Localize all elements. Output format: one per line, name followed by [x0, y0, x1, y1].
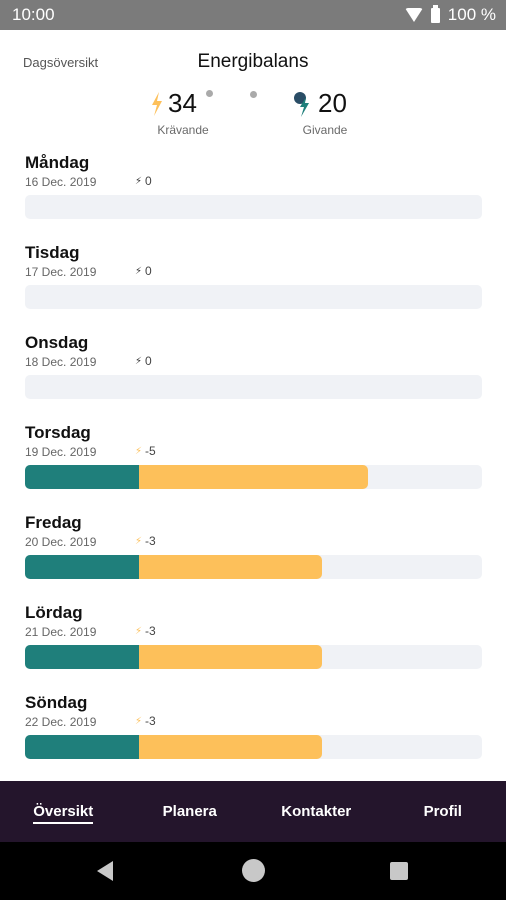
day-row[interactable]: Lördag 21 Dec. 2019 ⚡ -3: [25, 603, 482, 693]
battery-percent: 100 %: [447, 5, 496, 24]
day-date: 20 Dec. 2019: [25, 535, 97, 549]
demanding-bolt-icon: [152, 91, 162, 116]
energy-bar: [25, 735, 482, 759]
day-name: Söndag: [25, 693, 88, 712]
energy-bar: [25, 645, 482, 669]
indicator-dot: [206, 90, 213, 97]
giving-segment: [25, 465, 140, 489]
day-date: 19 Dec. 2019: [25, 445, 97, 459]
back-icon[interactable]: [97, 861, 113, 881]
demanding-bolt-icon: ⚡: [135, 535, 143, 547]
day-balance-value: 0: [145, 174, 152, 188]
day-balance: ⚡ -5: [135, 444, 156, 458]
day-balance: ⚡ 0: [135, 354, 152, 368]
giving-value: 20: [318, 88, 347, 118]
demanding-bolt-icon: ⚡: [135, 625, 143, 637]
day-date: 21 Dec. 2019: [25, 625, 97, 639]
giving-bolt-icon: ⚡: [135, 355, 143, 367]
day-balance-value: -3: [145, 714, 156, 728]
recent-apps-icon[interactable]: [390, 862, 408, 880]
demanding-value: 34: [168, 88, 197, 118]
energy-header: Dagsöversikt Energibalans 34 Krävande 20…: [0, 30, 506, 148]
day-row[interactable]: Onsdag 18 Dec. 2019 ⚡ 0: [25, 333, 482, 423]
demanding-segment: [139, 555, 323, 579]
demanding-segment: [139, 645, 323, 669]
day-row[interactable]: Fredag 20 Dec. 2019 ⚡ -3: [25, 513, 482, 603]
wifi-icon: [404, 8, 423, 22]
day-row[interactable]: Torsdag 19 Dec. 2019 ⚡ -5: [25, 423, 482, 513]
energy-bar: [25, 375, 482, 399]
giving-stat: 20: [292, 88, 347, 119]
giving-segment: [25, 735, 140, 759]
giving-label: Givande: [302, 123, 348, 137]
bottom-nav: Översikt Planera Kontakter Profil: [0, 781, 506, 842]
day-name: Tisdag: [25, 243, 80, 262]
day-date: 18 Dec. 2019: [25, 355, 97, 369]
giving-bolt-icon: [294, 91, 309, 117]
day-balance-value: -5: [145, 444, 156, 458]
day-balance-value: -3: [145, 624, 156, 638]
day-name: Onsdag: [25, 333, 89, 352]
nav-contacts[interactable]: Kontakter: [281, 803, 352, 820]
day-name: Lördag: [25, 603, 83, 622]
nav-plan[interactable]: Planera: [162, 803, 217, 820]
demanding-label: Krävande: [157, 123, 209, 137]
page-title: Energibalans: [197, 51, 309, 72]
nav-profile[interactable]: Profil: [423, 803, 462, 820]
status-bar: 10:00 100 %: [0, 0, 506, 30]
clock: 10:00: [12, 5, 55, 24]
demanding-bolt-icon: ⚡: [135, 715, 143, 727]
day-balance-value: 0: [145, 264, 152, 278]
giving-segment: [25, 645, 140, 669]
day-date: 17 Dec. 2019: [25, 265, 97, 279]
day-name: Fredag: [25, 513, 82, 532]
giving-segment: [25, 555, 140, 579]
demanding-bolt-icon: ⚡: [135, 445, 143, 457]
demanding-segment: [139, 735, 323, 759]
nav-overview[interactable]: Översikt: [0, 803, 127, 824]
giving-bolt-icon: ⚡: [135, 175, 143, 187]
energy-bar: [25, 285, 482, 309]
tab-day-overview[interactable]: Dagsöversikt: [23, 55, 99, 70]
giving-bolt-icon: ⚡: [135, 265, 143, 277]
day-date: 16 Dec. 2019: [25, 175, 97, 189]
system-nav-bar: [0, 842, 506, 900]
energy-bar: [25, 555, 482, 579]
day-balance: ⚡ -3: [135, 624, 156, 638]
home-icon[interactable]: [242, 859, 265, 882]
energy-bar: [25, 465, 482, 489]
day-name: Torsdag: [25, 423, 91, 442]
battery-icon: [430, 4, 440, 23]
demanding-stat: 34: [150, 88, 197, 119]
day-row[interactable]: Söndag 22 Dec. 2019 ⚡ -3: [25, 693, 482, 783]
status-icons: 100 %: [404, 4, 496, 25]
day-balance: ⚡ -3: [135, 714, 156, 728]
indicator-dot: [250, 91, 257, 98]
energy-bar: [25, 195, 482, 219]
demanding-segment: [139, 465, 368, 489]
day-name: Måndag: [25, 153, 90, 172]
day-balance-value: -3: [145, 534, 156, 548]
day-row[interactable]: Måndag 16 Dec. 2019 ⚡ 0: [25, 153, 482, 243]
day-balance: ⚡ 0: [135, 174, 152, 188]
day-balance-value: 0: [145, 354, 152, 368]
day-balance: ⚡ 0: [135, 264, 152, 278]
day-balance: ⚡ -3: [135, 534, 156, 548]
day-date: 22 Dec. 2019: [25, 715, 97, 729]
day-row[interactable]: Tisdag 17 Dec. 2019 ⚡ 0: [25, 243, 482, 333]
